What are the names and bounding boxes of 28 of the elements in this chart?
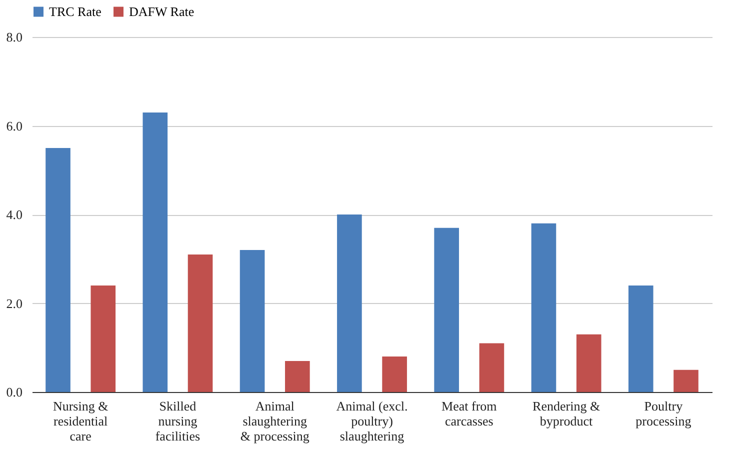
x-tick-label: Nursing & residential care <box>52 398 108 444</box>
x-tick-label: Animal (excl. poultry) slaughtering <box>336 398 408 444</box>
y-tick-label: 6.0 <box>6 118 22 134</box>
bar <box>479 343 504 392</box>
x-tick-label: Animal slaughtering & processing <box>240 398 310 444</box>
legend-label: TRC Rate <box>49 4 102 19</box>
y-tick-label: 2.0 <box>6 296 22 311</box>
bar <box>628 286 654 392</box>
bar <box>46 148 70 392</box>
bar <box>188 254 213 392</box>
bar <box>337 214 362 392</box>
y-tick-label: 8.0 <box>6 30 22 44</box>
bar <box>142 112 168 392</box>
bar <box>531 223 556 392</box>
x-tick-label: Skilled nursing facilities <box>155 398 200 444</box>
legend-label: DAFW Rate <box>129 4 194 19</box>
bar <box>285 360 310 392</box>
x-tick-label: Meat from carcasses <box>442 398 497 428</box>
bar <box>382 356 407 392</box>
bar <box>434 228 459 392</box>
bar <box>674 370 698 392</box>
bar <box>240 250 265 392</box>
x-tick-label: Poultry processing <box>636 398 692 428</box>
x-tick-label: Rendering & byproduct <box>532 398 600 428</box>
y-tick-label: 4.0 <box>6 207 22 222</box>
bar <box>576 334 602 392</box>
bar <box>90 286 116 392</box>
y-tick-label: 0.0 <box>6 384 22 400</box>
